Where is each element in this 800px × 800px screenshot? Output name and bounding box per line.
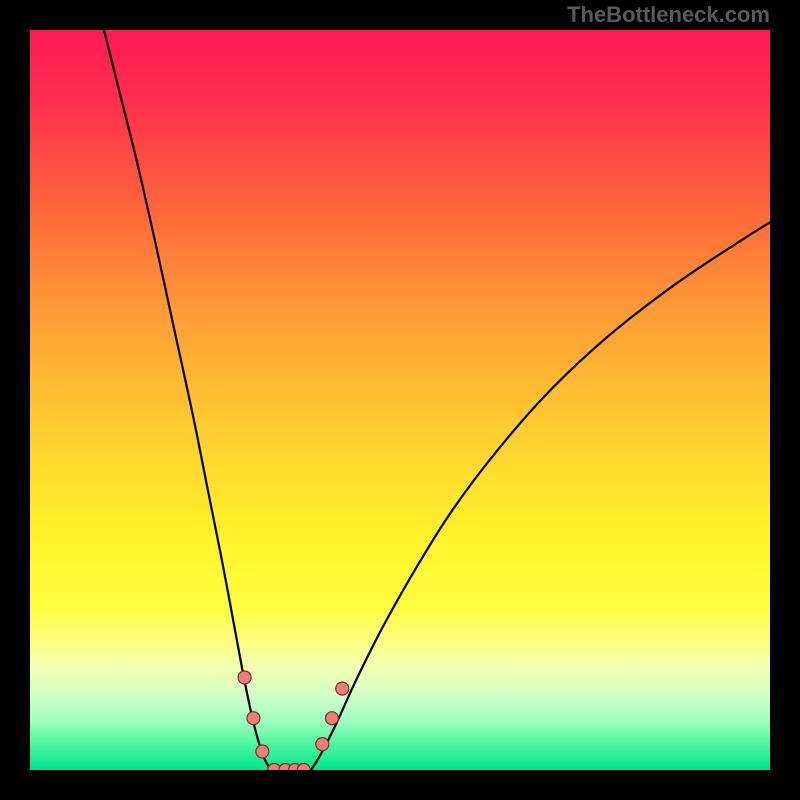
data-marker <box>256 745 269 758</box>
watermark-text: TheBottleneck.com <box>567 2 770 28</box>
data-marker <box>316 738 329 751</box>
bottleneck-curve-branch-left <box>104 30 271 770</box>
data-marker <box>325 712 338 725</box>
data-marker <box>247 712 260 725</box>
data-marker <box>238 671 251 684</box>
bottleneck-curve-branch-right <box>311 222 770 770</box>
data-marker <box>336 682 349 695</box>
plot-area <box>30 30 770 770</box>
chart-svg <box>30 30 770 770</box>
